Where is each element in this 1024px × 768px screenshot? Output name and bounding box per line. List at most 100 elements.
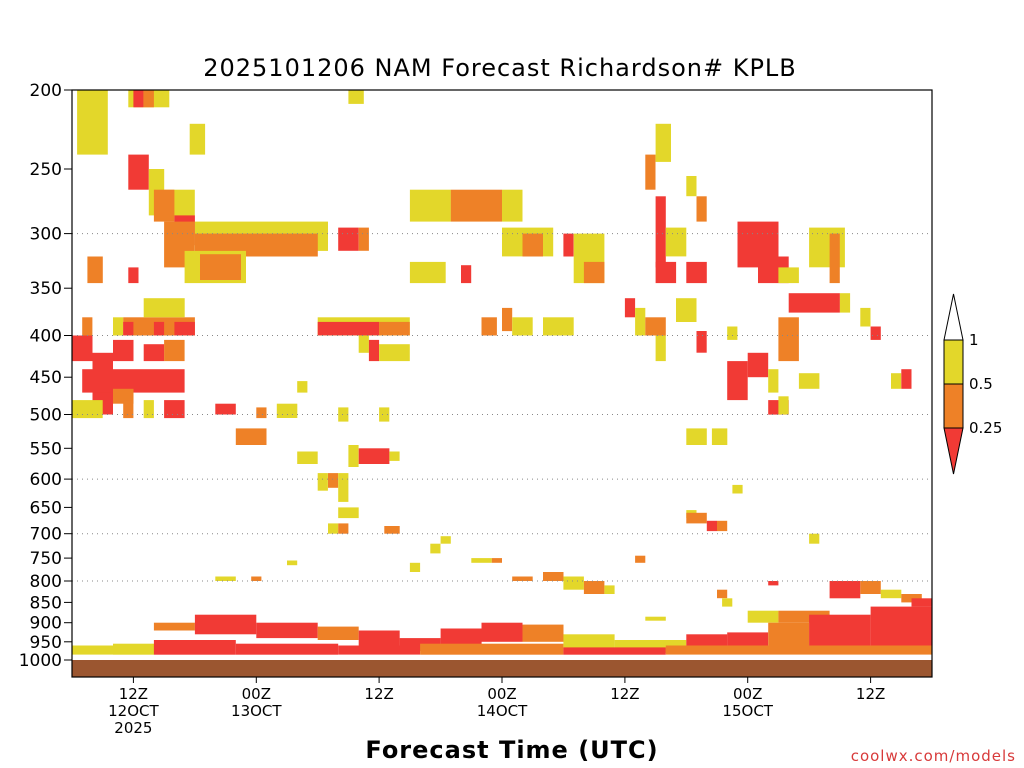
richardson-cell xyxy=(143,90,154,108)
richardson-cell xyxy=(686,512,707,524)
x-tick-label: 2025 xyxy=(114,719,152,737)
colorbar: 1 0.5 0.25 xyxy=(943,293,1002,475)
richardson-cell xyxy=(512,317,533,336)
richardson-cell xyxy=(348,90,364,104)
richardson-cell xyxy=(901,369,912,389)
richardson-cell xyxy=(706,520,717,532)
richardson-cell xyxy=(317,626,359,640)
richardson-cell xyxy=(251,576,262,581)
richardson-cell xyxy=(727,361,748,401)
richardson-cell xyxy=(655,335,666,362)
y-tick-label: 900 xyxy=(30,614,62,634)
richardson-cell xyxy=(338,645,421,655)
richardson-cell xyxy=(543,317,574,336)
richardson-cell xyxy=(123,321,134,336)
richardson-cell xyxy=(563,233,574,257)
richardson-cell xyxy=(839,293,851,313)
richardson-cell xyxy=(655,261,677,284)
richardson-cell xyxy=(358,448,390,464)
richardson-cell xyxy=(430,543,441,554)
y-tick-label: 200 xyxy=(30,81,62,101)
richardson-cell xyxy=(128,267,139,284)
richardson-cell xyxy=(645,317,666,336)
x-tick-label: 13OCT xyxy=(231,702,282,720)
richardson-cell xyxy=(829,581,861,599)
richardson-cell xyxy=(215,576,236,581)
richardson-cell xyxy=(717,520,728,532)
richardson-cell xyxy=(317,321,380,336)
richardson-cell xyxy=(328,523,339,534)
richardson-cell xyxy=(235,643,339,655)
richardson-cell xyxy=(481,622,523,642)
richardson-cell xyxy=(338,473,349,502)
y-tick-label: 800 xyxy=(30,572,62,592)
richardson-cell xyxy=(235,428,267,445)
x-tick-label: 15OCT xyxy=(722,702,773,720)
richardson-cell xyxy=(829,233,840,284)
richardson-cell xyxy=(338,523,349,534)
richardson-cell xyxy=(450,189,502,222)
chart-title: 2025101206 NAM Forecast Richardson# KPLB xyxy=(203,54,797,82)
richardson-cell xyxy=(328,473,339,488)
richardson-cell xyxy=(379,407,390,422)
richardson-cell xyxy=(174,321,195,336)
richardson-cell xyxy=(717,589,728,599)
richardson-cell xyxy=(297,451,318,464)
richardson-cell xyxy=(870,606,932,648)
richardson-cell xyxy=(297,381,308,393)
richardson-cell xyxy=(481,317,497,336)
richardson-cell xyxy=(583,261,605,284)
richardson-cell xyxy=(471,558,492,563)
credit-link[interactable]: coolwx.com/models xyxy=(851,747,1016,765)
y-tick-label: 250 xyxy=(30,160,62,180)
colorbar-label: 0.5 xyxy=(969,375,993,393)
richardson-cell xyxy=(696,196,707,222)
richardson-cell xyxy=(686,261,707,284)
x-tick-label: 00Z xyxy=(733,685,762,703)
x-tick-label: 00Z xyxy=(487,685,516,703)
richardson-cell xyxy=(409,562,421,572)
y-tick-label: 600 xyxy=(30,470,62,490)
richardson-cell xyxy=(153,189,175,222)
richardson-cell xyxy=(379,321,410,336)
richardson-cell xyxy=(153,622,195,631)
colorbar-bin xyxy=(943,383,964,429)
richardson-cell xyxy=(358,227,369,251)
richardson-cell xyxy=(200,254,241,280)
y-tick-label: 700 xyxy=(30,525,62,545)
y-tick-label: 350 xyxy=(30,279,62,299)
x-tick-label: 14OCT xyxy=(477,702,528,720)
richardson-cell xyxy=(732,484,743,494)
richardson-cell xyxy=(113,388,134,404)
richardson-cell xyxy=(604,585,615,594)
richardson-cell xyxy=(338,227,359,251)
richardson-cell xyxy=(563,634,615,650)
richardson-cell xyxy=(72,645,113,655)
richardson-cell xyxy=(194,614,257,635)
richardson-cell xyxy=(143,400,154,419)
richardson-patches xyxy=(72,90,932,655)
richardson-cell xyxy=(409,189,451,222)
richardson-cell xyxy=(133,90,144,108)
richardson-cell xyxy=(860,581,881,594)
richardson-cell xyxy=(256,622,318,639)
richardson-cell xyxy=(440,536,451,544)
richardson-cell xyxy=(358,630,400,646)
richardson-cell xyxy=(153,640,236,655)
richardson-cell xyxy=(164,400,185,419)
richardson-cell xyxy=(409,261,446,284)
ground-fill xyxy=(72,660,932,677)
y-tick-label: 650 xyxy=(30,498,62,518)
x-tick-label: 12Z xyxy=(364,685,393,703)
richardson-cell xyxy=(901,594,922,603)
colorbar-bottom-arrow xyxy=(943,427,964,475)
y-tick-label: 950 xyxy=(30,633,62,653)
richardson-cell xyxy=(72,335,93,362)
richardson-cell xyxy=(635,307,646,336)
richardson-cell xyxy=(276,403,298,418)
x-axis-title: Forecast Time (UTC) xyxy=(365,736,658,764)
richardson-cell xyxy=(194,233,318,257)
